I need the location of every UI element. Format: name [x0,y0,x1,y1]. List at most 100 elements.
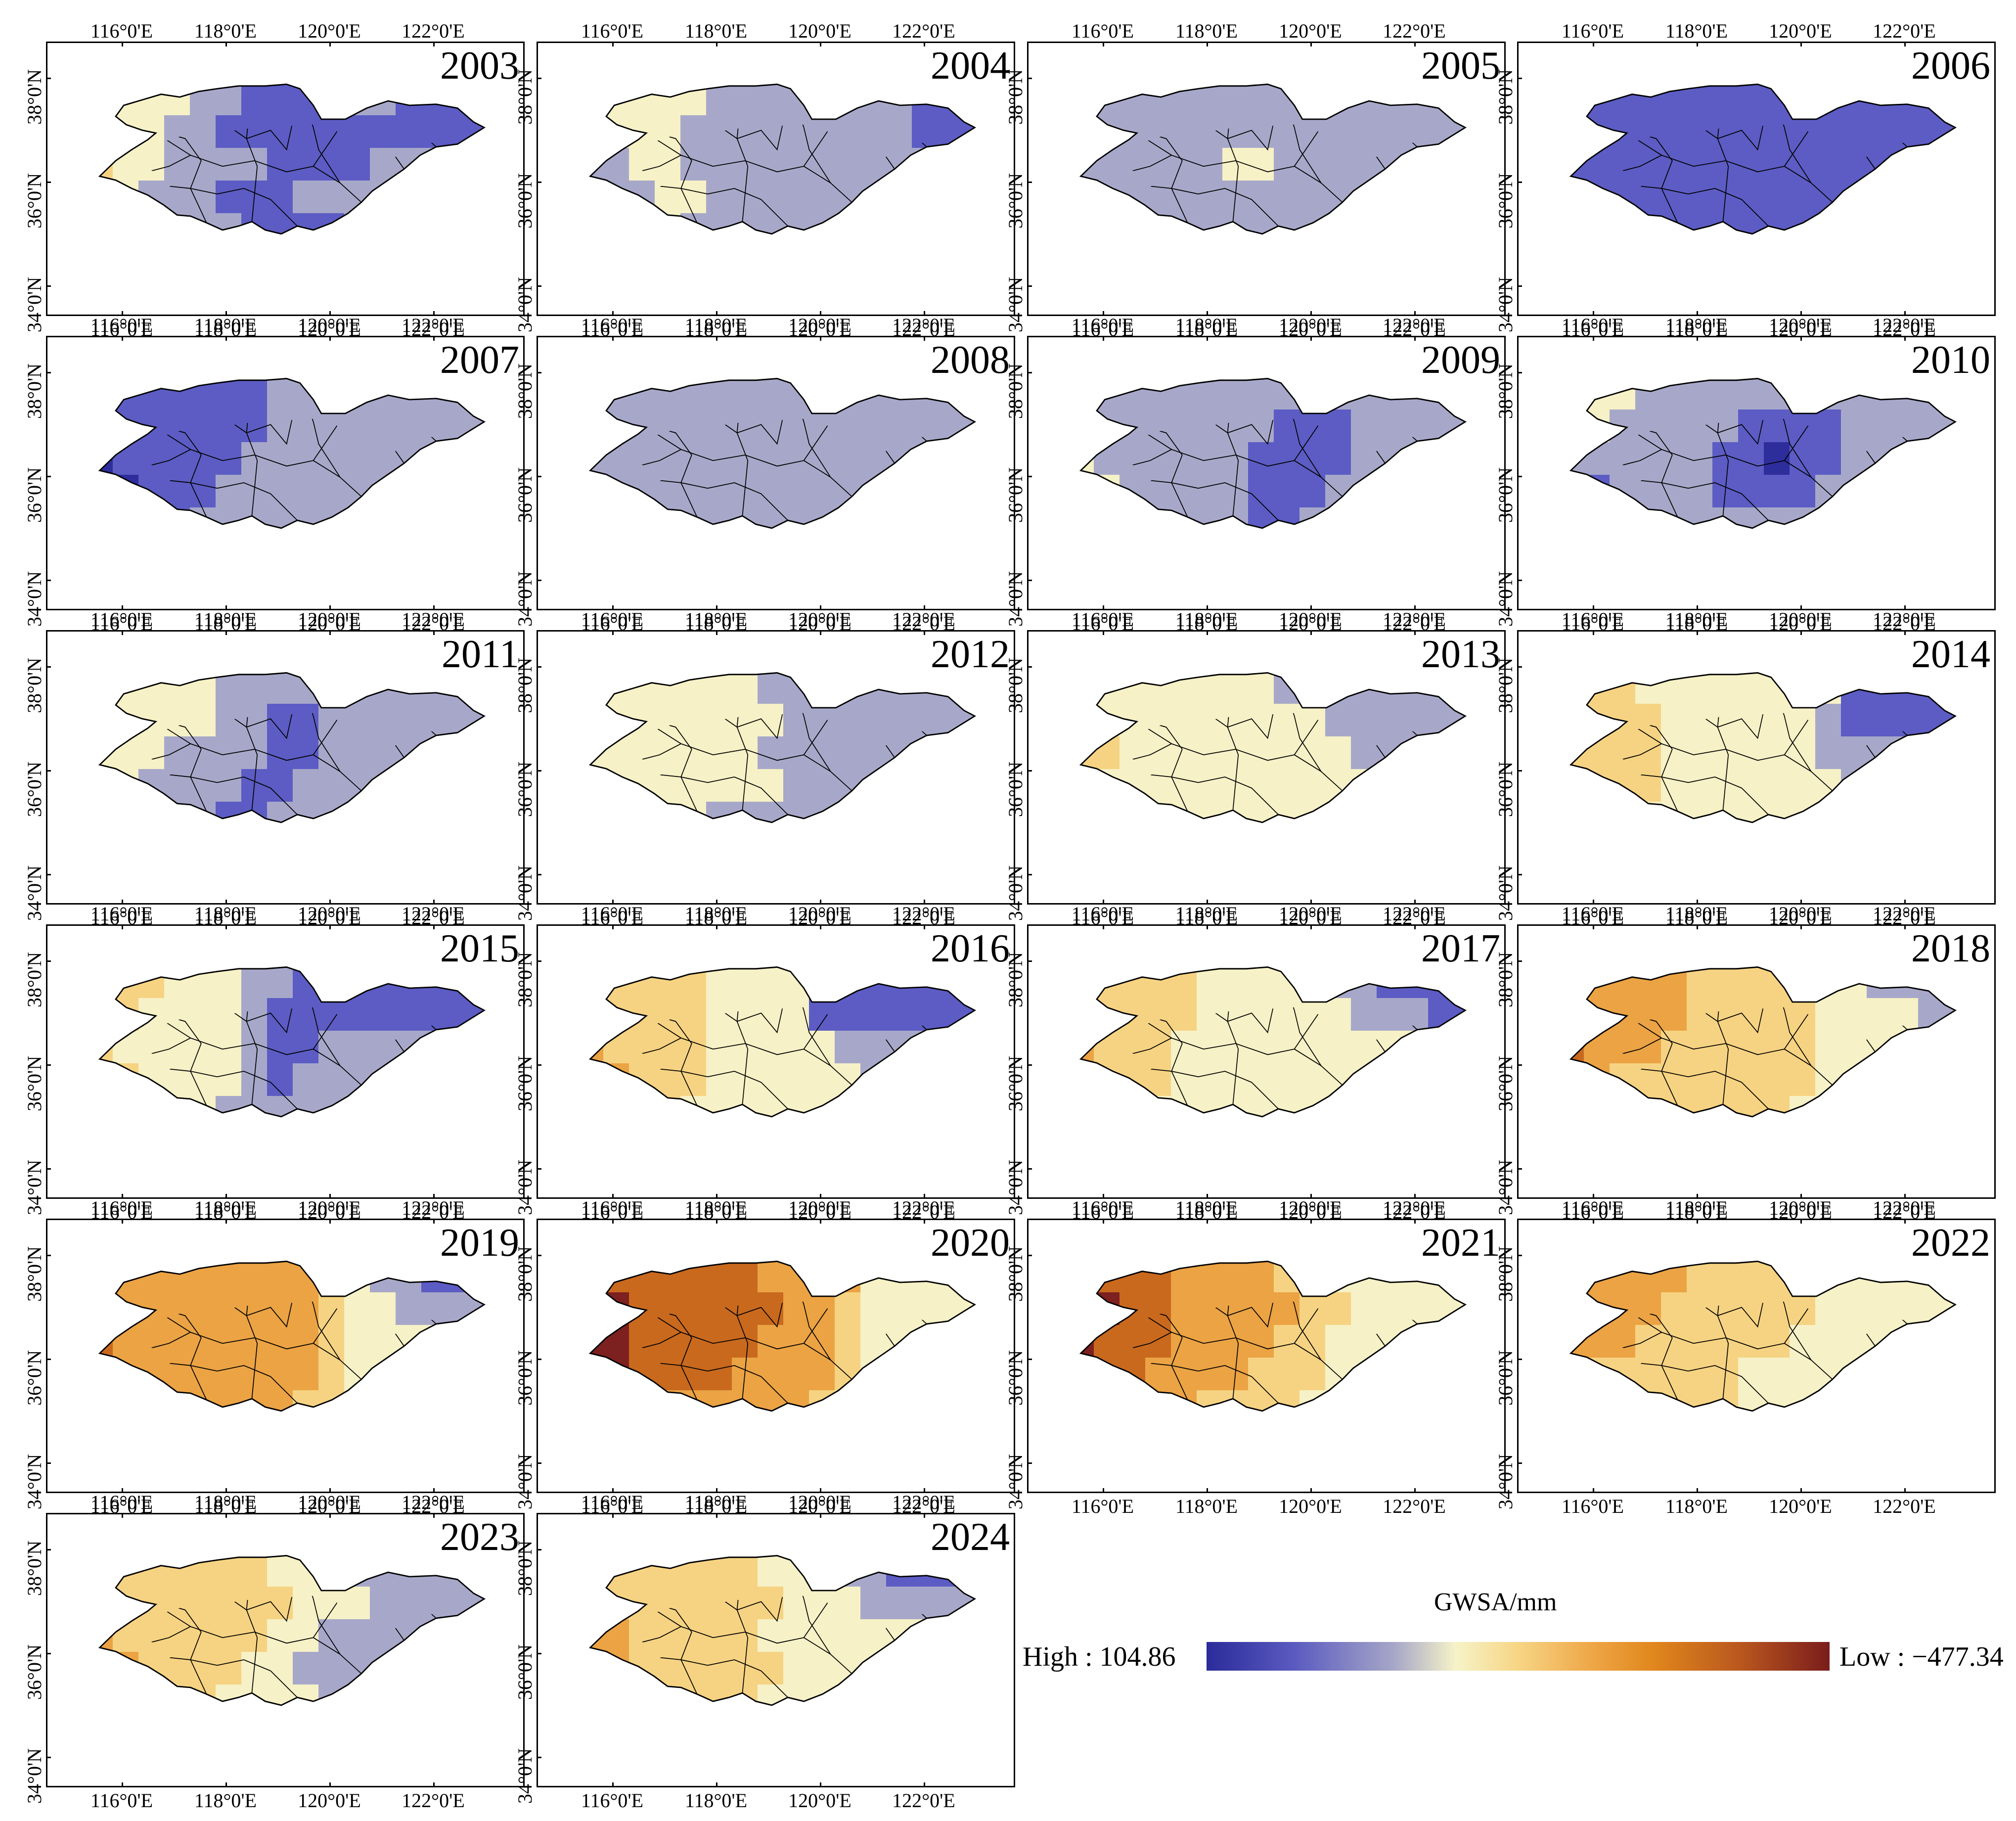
gwsa-cell [963,181,975,214]
lon-tick-mark [1904,336,1906,341]
lat-tick-label: 34°0'N [1494,865,1517,921]
gwsa-cell [1918,475,1944,508]
gwsa-cell [99,967,113,999]
gwsa-cell [1738,1358,1764,1391]
gwsa-cell [1197,1325,1223,1358]
gwsa-cell [1454,378,1466,410]
city-boundary [1219,124,1239,222]
lat-tick-label: 34°0'N [514,865,536,921]
gwsa-cell [396,704,422,737]
gwsa-cell [1918,181,1944,214]
gwsa-cell [473,967,485,999]
lon-tick-label: 118°0'E [1665,1495,1728,1517]
lon-tick-label: 122°0'E [402,1789,465,1812]
lon-tick-mark [122,42,123,46]
gwsa-cell [1120,736,1146,770]
gwsa-cell [241,115,268,148]
lon-tick-mark [820,336,821,341]
gwsa-cell [1918,1292,1944,1325]
gwsa-cell [886,967,912,999]
lat-tick-label: 38°0'N [1004,1246,1027,1302]
gwsa-cell [396,967,422,999]
gwsa-cell [138,148,165,181]
gwsa-cell [1635,442,1661,475]
gwsa-cell [680,115,707,148]
lon-tick-label: 118°0'E [684,1789,748,1812]
gwsa-cell [1584,148,1610,181]
gwsa-cell [1094,1390,1120,1411]
gwsa-cell [1687,507,1713,528]
gwsa-cell [783,410,809,443]
lat-tick-mark [46,1653,51,1654]
gwsa-cell [706,1390,732,1411]
gwsa-cell [1145,704,1171,737]
gwsa-cell [1918,802,1944,822]
gwsa-cell [113,802,139,822]
gwsa-cell [1299,1292,1326,1325]
gwsa-cell [1918,1358,1944,1391]
lon-tick-label: 118°0'E [1175,1201,1238,1223]
gwsa-cell [1454,1063,1466,1096]
lon-tick-label: 116°0'E [1561,608,1624,631]
lon-tick-label: 120°0'E [1279,20,1342,42]
gwsa-cell [1171,673,1197,704]
gwsa-cell [603,1684,629,1705]
gwsa-cell [344,1555,370,1587]
lon-tick-mark [1103,605,1104,610]
gwsa-cell [590,998,604,1031]
gwsa-cell [732,442,758,475]
gwsa-cell [732,998,758,1031]
gwsa-cell [1944,1261,1956,1293]
gwsa-cell [706,1063,732,1096]
gwsa-cell [113,673,139,704]
lon-tick-mark [1310,630,1312,635]
province-boundary [1569,672,1957,823]
lon-tick-mark [924,1194,925,1199]
gwsa-cell [1944,1031,1956,1064]
gwsa-cell [421,1587,448,1620]
lon-tick-label: 118°0'E [194,1789,257,1812]
gwsa-cell [1738,736,1764,770]
gwsa-cell [99,1587,113,1620]
gwsa-cell [706,1292,732,1325]
year-label: 2003 [440,44,519,88]
lat-tick-mark [1517,1462,1522,1464]
gwsa-cell [1790,1031,1816,1064]
lat-tick-mark [537,78,541,79]
lat-tick-label: 38°0'N [514,952,536,1007]
lon-tick-label: 118°0'E [1665,20,1728,42]
gwsa-cell [1610,736,1636,770]
gwsa-cell [421,213,448,234]
gwsa-cell [344,1390,370,1411]
gwsa-cell [447,736,473,770]
gwsa-cell [1145,410,1171,443]
map-panel-2011: 2011 116°0'E 116°0'E 118°0'E 118°0'E 120°0'E 1… [23,610,525,928]
gwsa-cell [706,673,732,704]
lat-tick-mark [1027,182,1032,183]
gwsa-cell [1738,1292,1764,1325]
lon-tick-mark [329,1219,331,1224]
map-panel-2006: 2006 116°0'E 116°0'E 118°0'E 118°0'E 120°0'E 1… [1494,21,1996,339]
gwsa-cell [1197,410,1223,443]
gwsa-cell [344,115,370,148]
gwsa-cell [1764,998,1790,1031]
gwsa-cell [706,704,732,737]
gwsa-cell [447,213,473,234]
lon-tick-mark [924,630,925,635]
lon-tick-mark [329,1782,331,1787]
gwsa-cell [1428,1390,1454,1411]
gwsa-cell [680,769,707,802]
lon-tick-mark [1697,605,1698,610]
gwsa-cell [860,1684,887,1705]
lat-tick-mark [1517,78,1522,79]
gwsa-cell [1454,1261,1466,1293]
gwsa-cell [1377,1390,1403,1411]
gwsa-cell [1790,1063,1816,1096]
gwsa-cell [1080,802,1094,822]
gwsa-cell [655,410,681,443]
gwsa-cell [1790,181,1816,214]
lon-tick-mark [1593,924,1594,929]
gwsa-cell [1171,442,1197,475]
gwsa-cell [267,181,293,214]
gwsa-cell [421,475,448,508]
